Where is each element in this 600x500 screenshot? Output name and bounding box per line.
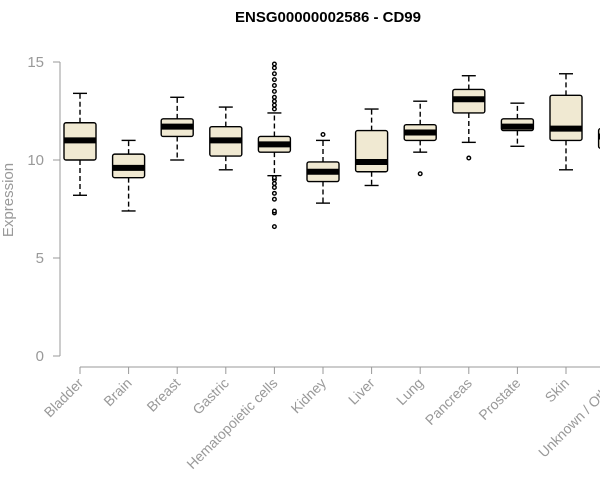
outlier-point (417, 171, 423, 177)
outlier-point (271, 88, 277, 94)
box-breast (160, 96, 194, 161)
outlier-point (271, 175, 277, 181)
x-tick-label: Brain (100, 375, 134, 409)
outlier-point (271, 184, 277, 190)
x-tick-label: Breast (143, 375, 183, 415)
iqr-box (354, 129, 389, 173)
x-tick-label: Kidney (288, 375, 330, 417)
outlier-point (271, 106, 277, 112)
x-tick-label: Hematopoietic cells (183, 375, 280, 472)
outlier-point (271, 71, 277, 77)
y-tick-label: 15 (27, 54, 44, 71)
iqr-box (549, 94, 583, 142)
box-hematopoietic-cells (257, 61, 292, 230)
outlier-point (271, 196, 277, 202)
outlier-point (271, 94, 277, 100)
outlier-point (320, 132, 326, 138)
x-tick-label: Pancreas (422, 375, 475, 428)
outlier-point (271, 83, 277, 89)
outlier-point (271, 181, 277, 187)
plot-area (63, 61, 600, 230)
outlier-point (271, 190, 277, 196)
y-tick-label: 5 (36, 250, 44, 267)
box-lung (403, 100, 437, 177)
box-prostate (500, 102, 535, 147)
box-kidney (306, 132, 340, 204)
box-bladder (63, 92, 97, 196)
x-tick-label: Lung (393, 375, 426, 408)
x-tick-label: Liver (345, 375, 378, 408)
x-tick-label: Skin (542, 375, 573, 406)
box-pancreas (452, 75, 486, 161)
x-tick-label: Bladder (41, 375, 87, 421)
box-gastric (209, 106, 243, 171)
y-tick-label: 0 (36, 348, 44, 365)
box-skin (549, 73, 583, 171)
outlier-point (271, 102, 277, 108)
y-axis-label: Expression (0, 163, 17, 237)
box-brain (111, 139, 146, 212)
outlier-point (271, 65, 277, 71)
x-tick-label: Prostate (475, 375, 523, 423)
outlier-point (271, 208, 277, 214)
box-liver (354, 108, 389, 187)
chart-title: ENSG00000002586 - CD99 (235, 9, 421, 26)
outlier-point (466, 155, 472, 161)
outlier-point (271, 77, 277, 83)
y-tick-label: 10 (27, 152, 44, 169)
y-axis: 0 5 10 15 (27, 54, 61, 365)
x-tick-label: Gastric (189, 375, 232, 418)
outlier-point (271, 224, 277, 230)
outlier-point (271, 61, 277, 67)
outlier-point (271, 98, 277, 104)
